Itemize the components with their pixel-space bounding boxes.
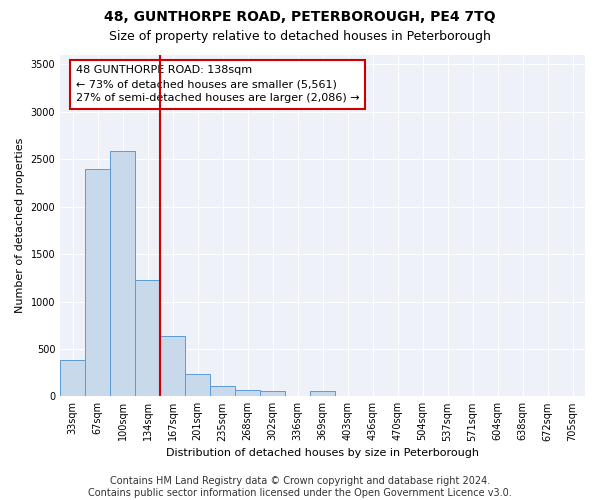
Bar [85, 169, 110, 396]
Text: 48, GUNTHORPE ROAD, PETERBOROUGH, PE4 7TQ: 48, GUNTHORPE ROAD, PETERBOROUGH, PE4 7T… [104, 10, 496, 24]
Bar [185, 374, 210, 396]
Bar [310, 391, 335, 396]
Bar [60, 360, 85, 396]
Text: 48 GUNTHORPE ROAD: 138sqm
← 73% of detached houses are smaller (5,561)
27% of se: 48 GUNTHORPE ROAD: 138sqm ← 73% of detac… [76, 65, 359, 103]
Bar [110, 151, 135, 396]
Y-axis label: Number of detached properties: Number of detached properties [15, 138, 25, 314]
Bar [260, 390, 285, 396]
Bar [135, 280, 160, 396]
X-axis label: Distribution of detached houses by size in Peterborough: Distribution of detached houses by size … [166, 448, 479, 458]
Bar [235, 390, 260, 396]
Text: Size of property relative to detached houses in Peterborough: Size of property relative to detached ho… [109, 30, 491, 43]
Text: Contains HM Land Registry data © Crown copyright and database right 2024.
Contai: Contains HM Land Registry data © Crown c… [88, 476, 512, 498]
Bar [160, 336, 185, 396]
Bar [210, 386, 235, 396]
